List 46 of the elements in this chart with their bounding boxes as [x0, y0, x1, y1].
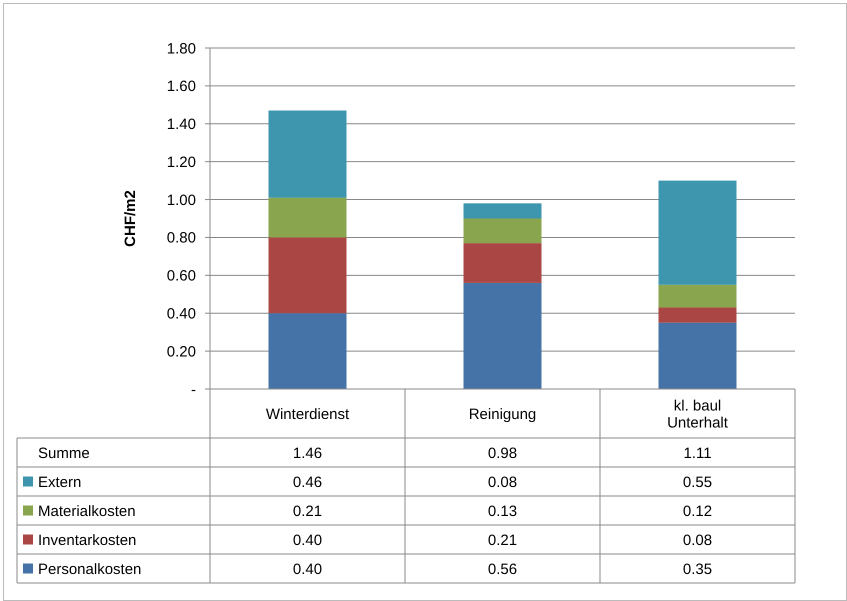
- bar: [464, 218, 542, 244]
- bar: [658, 180, 736, 285]
- bar: [268, 110, 346, 198]
- x-tick-label: Winterdienst: [266, 406, 350, 423]
- y-tick-label: 1.00: [166, 192, 196, 209]
- y-axis-title: CHF/m2: [122, 190, 139, 247]
- y-tick-label: 1.20: [166, 154, 196, 171]
- data-label: 0.12: [682, 502, 712, 520]
- y-tick-label: 1.80: [166, 40, 196, 58]
- data-label: 0.40: [292, 532, 322, 549]
- bar: [464, 203, 542, 218]
- bar: [268, 237, 346, 314]
- bar: [268, 313, 346, 389]
- y-tick-label: 1.60: [166, 78, 196, 96]
- bar: [464, 282, 542, 389]
- data-label: 0.08: [682, 532, 712, 549]
- legend-label: Inventarkosten: [38, 532, 136, 549]
- data-label: 0.08: [488, 474, 518, 491]
- bar: [464, 243, 542, 283]
- legend-label: Materialkosten: [38, 502, 136, 520]
- data-label: 0.21: [292, 502, 322, 520]
- legend-label: Personalkosten: [38, 560, 142, 578]
- data-label: 0.40: [292, 560, 322, 578]
- data-label: 0.55: [682, 474, 712, 491]
- text: 1.46: [292, 444, 322, 462]
- data-label: 0.21: [488, 532, 518, 549]
- bar: [658, 284, 736, 308]
- y-tick-label: 1.40: [166, 116, 196, 134]
- y-tick-label: 0.80: [166, 230, 196, 247]
- legend-label: Extern: [38, 474, 82, 491]
- x-tick-label: Reinigung: [468, 406, 536, 423]
- text: 0.98: [488, 444, 518, 462]
- y-tick-label: 0.20: [166, 343, 196, 360]
- x-tick-label: kl. baul Unterhalt: [667, 397, 729, 432]
- data-label: 0.56: [488, 560, 518, 578]
- bar: [658, 322, 736, 389]
- text: Summe: [38, 444, 90, 462]
- data-label: 0.13: [488, 502, 518, 520]
- bar: [268, 198, 346, 238]
- bar: [658, 308, 736, 323]
- data-label: 0.46: [292, 474, 322, 491]
- y-tick-label: 0.40: [166, 305, 196, 322]
- y-tick-label: -: [191, 381, 196, 398]
- y-tick-label: 0.60: [166, 268, 196, 285]
- text: 1.11: [683, 444, 712, 462]
- data-label: 0.35: [682, 560, 712, 578]
